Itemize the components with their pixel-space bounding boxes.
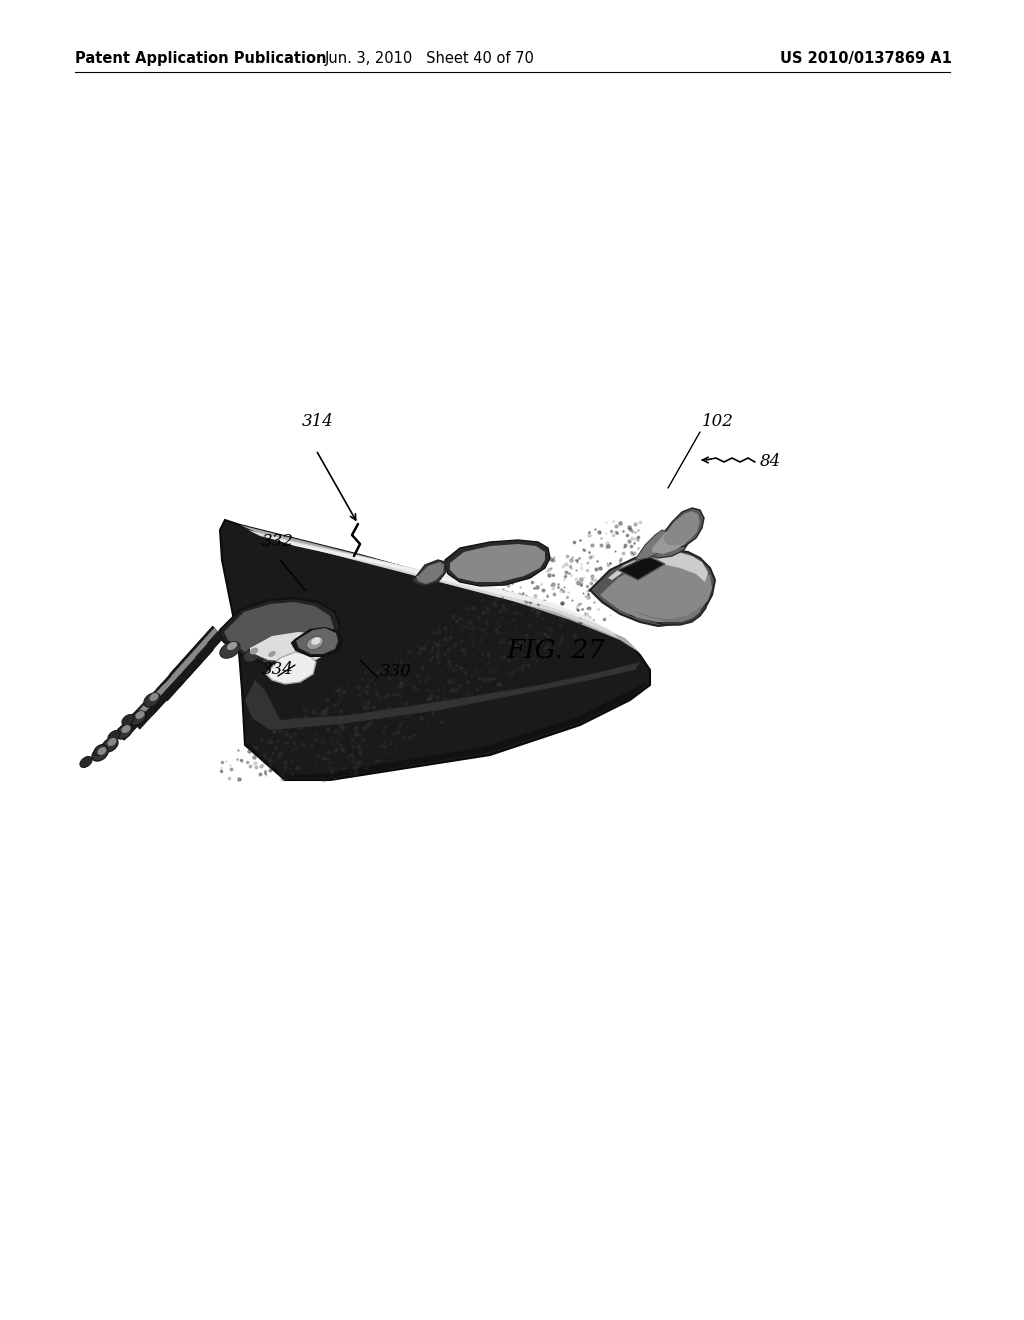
Text: 102: 102 [702, 413, 734, 430]
Ellipse shape [150, 693, 159, 701]
Ellipse shape [92, 747, 109, 762]
Ellipse shape [135, 711, 144, 719]
Polygon shape [600, 558, 712, 622]
Text: US 2010/0137869 A1: US 2010/0137869 A1 [780, 50, 952, 66]
Polygon shape [652, 523, 690, 554]
Polygon shape [171, 628, 217, 680]
Polygon shape [170, 626, 223, 686]
Polygon shape [664, 511, 700, 545]
Polygon shape [159, 640, 208, 694]
Ellipse shape [130, 711, 146, 725]
Ellipse shape [108, 738, 117, 746]
Polygon shape [220, 520, 650, 780]
Polygon shape [618, 556, 665, 579]
Polygon shape [590, 550, 715, 626]
Polygon shape [630, 598, 706, 624]
Polygon shape [296, 628, 338, 653]
Text: Jun. 3, 2010   Sheet 40 of 70: Jun. 3, 2010 Sheet 40 of 70 [325, 50, 535, 66]
Polygon shape [143, 653, 201, 715]
Ellipse shape [101, 738, 118, 752]
Ellipse shape [116, 725, 132, 739]
Ellipse shape [97, 747, 106, 755]
Ellipse shape [250, 648, 258, 655]
Polygon shape [117, 682, 168, 735]
Polygon shape [144, 655, 196, 709]
Polygon shape [245, 663, 640, 730]
Text: 332: 332 [262, 533, 294, 550]
Ellipse shape [220, 642, 241, 659]
Ellipse shape [227, 642, 238, 649]
Ellipse shape [122, 714, 134, 726]
Polygon shape [250, 632, 332, 663]
Text: Patent Application Publication: Patent Application Publication [75, 50, 327, 66]
Polygon shape [292, 628, 342, 656]
Polygon shape [130, 667, 187, 729]
Ellipse shape [122, 725, 131, 733]
Polygon shape [218, 598, 340, 664]
Ellipse shape [262, 652, 278, 664]
Ellipse shape [80, 756, 92, 768]
Polygon shape [240, 525, 640, 653]
Ellipse shape [94, 744, 106, 755]
Polygon shape [450, 544, 545, 582]
Ellipse shape [143, 693, 160, 708]
Polygon shape [660, 508, 705, 548]
Ellipse shape [268, 651, 275, 657]
Ellipse shape [108, 730, 120, 742]
Polygon shape [412, 560, 446, 586]
Text: FIG. 27: FIG. 27 [507, 638, 605, 663]
Polygon shape [116, 681, 172, 741]
Polygon shape [258, 535, 605, 628]
Polygon shape [266, 652, 316, 684]
Polygon shape [635, 531, 668, 560]
Text: 314: 314 [302, 413, 334, 430]
Polygon shape [445, 540, 550, 586]
Polygon shape [648, 521, 692, 558]
Polygon shape [157, 638, 213, 701]
Polygon shape [224, 602, 334, 661]
Ellipse shape [311, 638, 321, 644]
Text: 330: 330 [380, 663, 412, 680]
Polygon shape [132, 668, 182, 723]
Polygon shape [248, 531, 618, 638]
Polygon shape [416, 562, 444, 583]
Polygon shape [635, 605, 702, 622]
Ellipse shape [306, 636, 324, 649]
Polygon shape [608, 552, 708, 582]
Text: 84: 84 [760, 454, 781, 470]
Text: 334: 334 [262, 661, 294, 678]
Ellipse shape [244, 648, 260, 661]
Polygon shape [245, 682, 648, 777]
